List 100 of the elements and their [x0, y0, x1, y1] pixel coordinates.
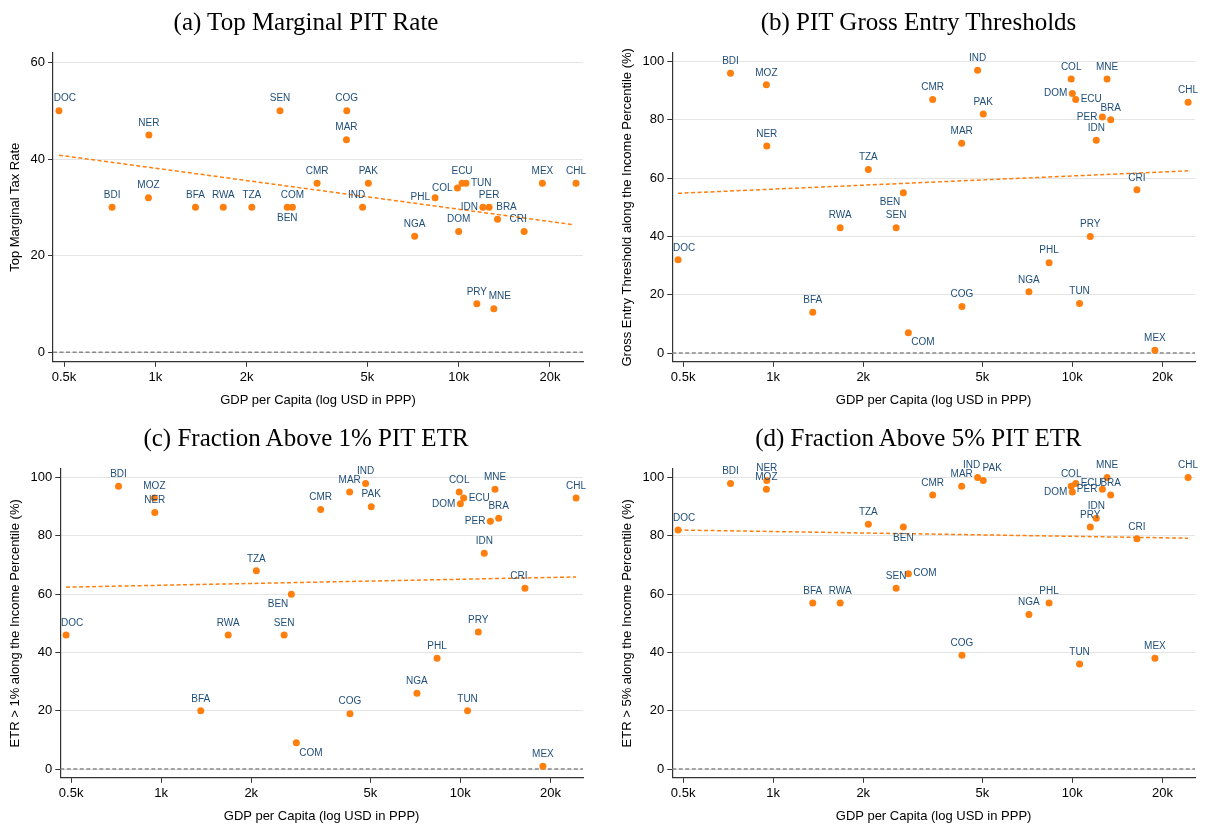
- y-tick-label: 80: [649, 527, 665, 543]
- x-axis-title: GDP per Capita (log USD in PPP): [835, 807, 1032, 823]
- annotation: TZA: [858, 151, 879, 163]
- annotation: CHL: [1178, 459, 1199, 471]
- y-tick-label: 80: [37, 527, 53, 543]
- annotation: MEX: [1144, 640, 1167, 652]
- annotation: MNE: [1095, 459, 1119, 471]
- annotation: BDI: [722, 465, 739, 477]
- x-tick-label: 20k: [539, 785, 562, 801]
- x-tick-label: 1k: [766, 369, 781, 385]
- y-tick-label: 0: [45, 760, 53, 776]
- annotation: RWA: [828, 584, 852, 596]
- annotation: BFA: [803, 584, 823, 596]
- annotation: IDN: [460, 201, 478, 213]
- y-tick-label: 80: [649, 111, 665, 127]
- annotation: BEN: [267, 597, 289, 609]
- annotation: PER: [478, 189, 500, 201]
- annotation: BFA: [803, 293, 823, 305]
- y-axis-title: ETR > 5% along the Income Percentile (%): [619, 499, 635, 748]
- annotation: PRY: [466, 285, 488, 297]
- annotation: COM: [280, 189, 305, 201]
- y-tick-label: 40: [649, 644, 665, 660]
- annotation: DOC: [60, 616, 84, 628]
- annotation: DOM: [1044, 485, 1068, 497]
- annotation: CHL: [1178, 84, 1199, 96]
- annotation: IDN: [475, 535, 493, 547]
- x-tick-label: 1k: [766, 785, 781, 801]
- annotation: CRI: [1128, 171, 1146, 183]
- annotation: COL: [1060, 468, 1082, 480]
- y-tick-label: 20: [37, 702, 53, 718]
- annotation: PER: [464, 515, 486, 527]
- annotation: CMR: [921, 476, 945, 488]
- annotation: BRA: [1100, 101, 1122, 113]
- annotation: MNE: [483, 470, 507, 482]
- annotation: PAK: [982, 462, 1003, 474]
- annotation: PHL: [427, 640, 448, 652]
- annotation: BFA: [186, 189, 206, 201]
- y-tick-label: 20: [649, 702, 665, 718]
- annotation: IND: [968, 52, 987, 64]
- annotation: COL: [448, 473, 470, 485]
- y-tick-label: 0: [657, 760, 665, 776]
- annotation: PAK: [361, 488, 382, 500]
- x-tick-label: 0.5k: [51, 369, 77, 385]
- annotation: BFA: [191, 692, 211, 704]
- x-tick-label: 0.5k: [58, 785, 84, 801]
- chart-title: (d) Fraction Above 5% PIT ETR: [754, 423, 1083, 454]
- x-tick-label: 10k: [448, 369, 470, 385]
- y-tick-label: 60: [649, 169, 665, 185]
- y-tick-label: 40: [37, 644, 53, 660]
- chart-title: (a) Top Marginal PIT Rate: [172, 7, 440, 38]
- annotation: SEN: [885, 209, 907, 221]
- annotation: BEN: [277, 212, 298, 224]
- x-tick-label: 10k: [1061, 369, 1084, 385]
- annotation: PRY: [1080, 218, 1101, 230]
- x-tick-label: 2k: [856, 785, 871, 801]
- annotation: BDI: [103, 189, 121, 201]
- annotation: COG: [338, 695, 362, 707]
- annotation: MOZ: [755, 66, 778, 78]
- x-tick-label: 5k: [360, 369, 375, 385]
- annotation: NER: [138, 116, 160, 128]
- annotation: NGA: [403, 218, 426, 230]
- annotation: DOM: [432, 497, 456, 509]
- annotation: RWA: [211, 189, 236, 201]
- annotation: CRI: [510, 570, 528, 582]
- annotation: MAR: [950, 468, 973, 480]
- y-tick-label: 20: [649, 286, 665, 302]
- y-tick-label: 100: [30, 469, 53, 485]
- annotation: CHL: [566, 479, 587, 491]
- x-tick-label: 2k: [239, 369, 255, 385]
- annotation: NER: [756, 127, 778, 139]
- annotation: MEX: [531, 164, 554, 176]
- annotation: DOC: [672, 241, 696, 253]
- annotation: ECU: [451, 164, 473, 176]
- x-tick-label: 0.5k: [670, 785, 696, 801]
- annotation: MOZ: [143, 479, 166, 491]
- y-tick-label: 60: [30, 54, 46, 70]
- annotation: TZA: [246, 552, 267, 564]
- annotation: DOM: [446, 213, 471, 225]
- x-axis-title: GDP per Capita (log USD in PPP): [220, 391, 416, 407]
- y-tick-label: 100: [642, 469, 665, 485]
- x-tick-label: 5k: [975, 369, 990, 385]
- annotation: SEN: [273, 616, 295, 628]
- annotation: PHL: [1039, 584, 1060, 596]
- x-tick-label: 2k: [856, 369, 871, 385]
- y-tick-label: 20: [30, 247, 46, 263]
- annotation: SEN: [885, 570, 907, 582]
- annotation: MEX: [1144, 331, 1167, 343]
- y-axis-title: ETR > 1% along the Income Percentile (%): [7, 499, 23, 748]
- annotation: COG: [950, 637, 974, 649]
- annotation: MAR: [950, 124, 973, 136]
- annotation: BRA: [496, 201, 518, 213]
- y-tick-label: 40: [30, 150, 46, 166]
- annotation: CHL: [565, 164, 587, 176]
- annotation: MNE: [488, 290, 512, 302]
- x-tick-label: 10k: [449, 785, 472, 801]
- annotation: BRA: [488, 500, 510, 512]
- annotation: PAK: [973, 95, 994, 107]
- annotation: COG: [335, 92, 359, 104]
- annotation: PHL: [1039, 244, 1060, 256]
- annotation: MEX: [532, 747, 555, 759]
